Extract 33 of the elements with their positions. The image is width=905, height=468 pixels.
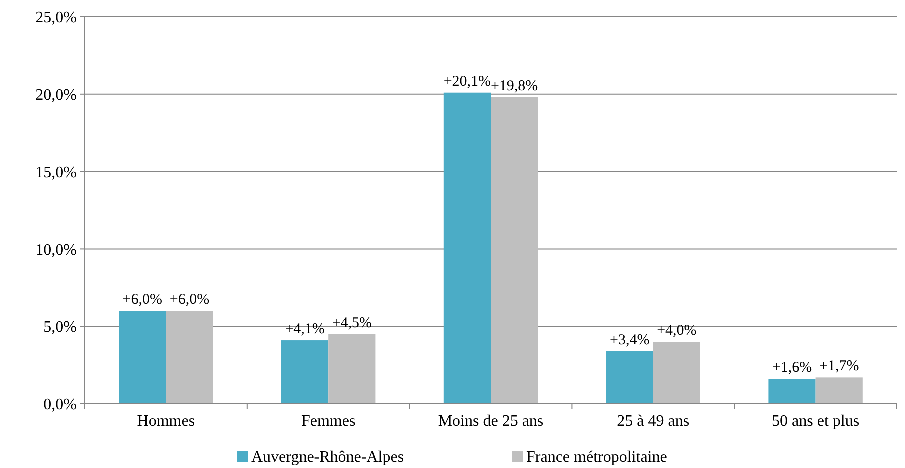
bar	[119, 311, 166, 404]
data-label: +4,0%	[657, 323, 697, 340]
data-label: +1,7%	[819, 358, 860, 375]
y-tick-label: 5,0%	[44, 319, 77, 336]
y-tick-label: 0,0%	[44, 396, 77, 414]
y-tick-label: 15,0%	[36, 164, 77, 182]
data-label: +3,4%	[610, 332, 650, 348]
bar	[768, 379, 816, 404]
bar	[166, 311, 214, 404]
data-label: +20,1%	[444, 74, 492, 90]
data-label: +1,6%	[772, 360, 812, 376]
bar	[606, 351, 654, 404]
data-label: +4,5%	[332, 315, 372, 332]
data-label: +6,0%	[122, 292, 163, 308]
data-label: +19,8%	[490, 78, 538, 94]
bar	[816, 378, 863, 404]
bar	[282, 340, 329, 404]
y-tick-label: 25,0%	[36, 10, 77, 27]
x-tick-label: Moins de 25 ans	[438, 413, 544, 430]
data-label: +4,1%	[285, 322, 325, 338]
y-tick-label: 20,0%	[36, 87, 77, 104]
legend-label: France métropolitaine	[526, 449, 668, 466]
x-tick-label: 25 à 49 ans	[617, 413, 690, 430]
bar	[328, 334, 376, 404]
y-tick-label: 10,0%	[36, 242, 77, 259]
x-tick-label: Femmes	[301, 413, 356, 430]
bar	[653, 342, 700, 404]
legend-label: Auvergne-Rhône-Alpes	[252, 449, 404, 466]
x-tick-label: 50 ans et plus	[772, 413, 860, 430]
bar	[444, 92, 491, 404]
bar	[491, 97, 538, 404]
x-tick-label: Hommes	[137, 413, 196, 430]
data-label: +6,0%	[170, 292, 210, 308]
